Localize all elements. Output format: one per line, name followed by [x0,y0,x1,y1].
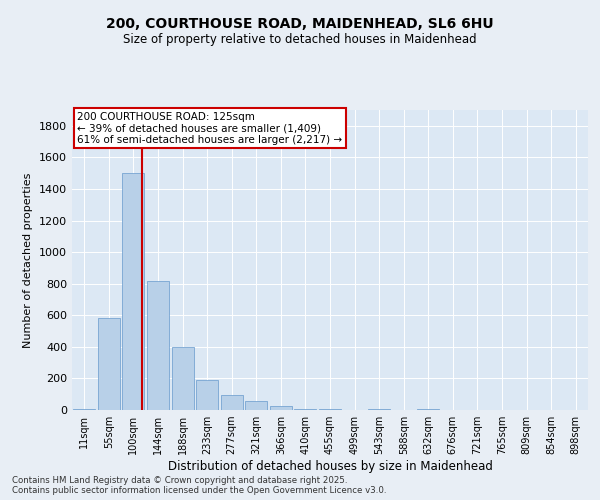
Bar [98,318,120,410]
Bar [73,408,95,410]
Bar [417,409,439,410]
Bar [122,173,145,410]
Bar [196,380,218,410]
Text: Contains HM Land Registry data © Crown copyright and database right 2025.
Contai: Contains HM Land Registry data © Crown c… [12,476,386,495]
Bar [295,409,316,410]
Text: 200 COURTHOUSE ROAD: 125sqm
← 39% of detached houses are smaller (1,409)
61% of : 200 COURTHOUSE ROAD: 125sqm ← 39% of det… [77,112,342,144]
Bar [368,409,390,410]
Bar [147,280,169,410]
Text: 200, COURTHOUSE ROAD, MAIDENHEAD, SL6 6HU: 200, COURTHOUSE ROAD, MAIDENHEAD, SL6 6H… [106,18,494,32]
Bar [221,395,243,410]
Text: Size of property relative to detached houses in Maidenhead: Size of property relative to detached ho… [123,32,477,46]
X-axis label: Distribution of detached houses by size in Maidenhead: Distribution of detached houses by size … [167,460,493,473]
Y-axis label: Number of detached properties: Number of detached properties [23,172,34,348]
Bar [319,408,341,410]
Bar [245,402,268,410]
Bar [270,406,292,410]
Bar [172,347,194,410]
